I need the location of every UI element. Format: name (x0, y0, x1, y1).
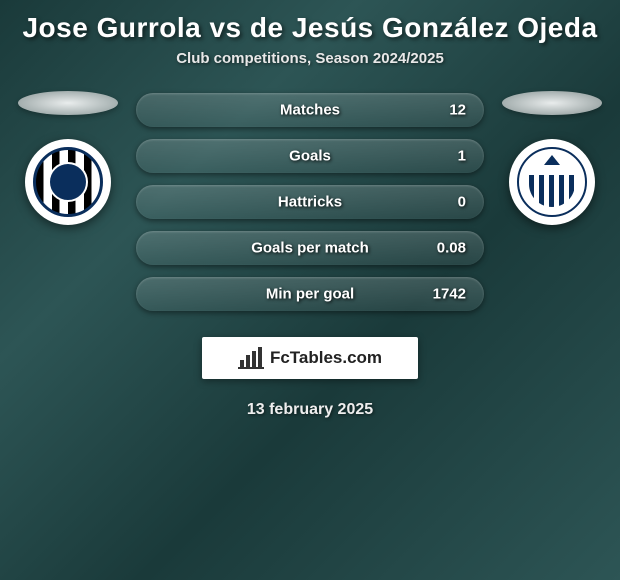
right-club-badge (509, 139, 595, 225)
brand-name: FcTables.com (270, 348, 382, 368)
comparison-row: Matches 12 Goals 1 Hattricks 0 Goals per… (0, 91, 620, 311)
stat-label: Min per goal (266, 286, 354, 303)
stat-value: 1742 (433, 286, 466, 303)
stat-bar-goals: Goals 1 (136, 139, 484, 173)
bar-chart-icon (238, 347, 264, 369)
stat-value: 0.08 (437, 240, 466, 257)
page-title: Jose Gurrola vs de Jesús González Ojeda (0, 0, 620, 50)
stat-bar-min-per-goal: Min per goal 1742 (136, 277, 484, 311)
stat-label: Goals per match (251, 240, 369, 257)
stat-value: 1 (458, 148, 466, 165)
stat-bar-hattricks: Hattricks 0 (136, 185, 484, 219)
stat-value: 0 (458, 194, 466, 211)
stat-bar-matches: Matches 12 (136, 93, 484, 127)
stat-bars: Matches 12 Goals 1 Hattricks 0 Goals per… (136, 91, 484, 311)
left-player-avatar (18, 91, 118, 115)
left-club-badge (25, 139, 111, 225)
pachuca-badge-icon (517, 147, 587, 217)
stat-label: Hattricks (278, 194, 342, 211)
left-side (18, 91, 118, 225)
stat-label: Goals (289, 148, 331, 165)
queretaro-badge-icon (33, 147, 103, 217)
stat-value: 12 (449, 102, 466, 119)
right-player-avatar (502, 91, 602, 115)
brand-logo[interactable]: FcTables.com (202, 337, 418, 379)
stat-label: Matches (280, 102, 340, 119)
stat-bar-goals-per-match: Goals per match 0.08 (136, 231, 484, 265)
right-side (502, 91, 602, 225)
subtitle: Club competitions, Season 2024/2025 (0, 50, 620, 67)
date-label: 13 february 2025 (0, 401, 620, 419)
